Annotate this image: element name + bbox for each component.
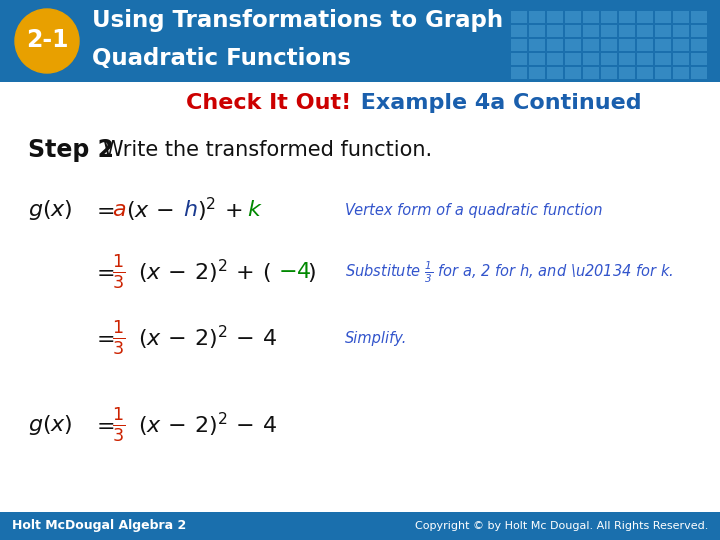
- Bar: [691, 53, 707, 65]
- Text: Vertex form of a quadratic function: Vertex form of a quadratic function: [345, 202, 603, 218]
- Bar: [655, 53, 671, 65]
- Bar: [673, 25, 689, 37]
- Bar: [691, 67, 707, 79]
- Text: $=$: $=$: [92, 328, 114, 348]
- Bar: [511, 53, 527, 65]
- Text: Check It Out!: Check It Out!: [186, 93, 351, 113]
- Bar: [511, 25, 527, 37]
- Bar: [619, 39, 635, 51]
- Bar: [691, 25, 707, 37]
- Bar: [547, 11, 563, 23]
- Bar: [0, 512, 720, 540]
- Bar: [511, 39, 527, 51]
- Text: $(x\,-\,$: $(x\,-\,$: [126, 199, 174, 221]
- Bar: [529, 11, 545, 23]
- Bar: [565, 39, 581, 51]
- Text: $h$: $h$: [183, 200, 197, 220]
- Circle shape: [15, 9, 79, 73]
- Text: Write the transformed function.: Write the transformed function.: [103, 140, 432, 160]
- Bar: [583, 67, 599, 79]
- Bar: [583, 11, 599, 23]
- Text: Step 2: Step 2: [28, 138, 114, 162]
- Bar: [619, 11, 635, 23]
- Bar: [583, 39, 599, 51]
- Text: $=$: $=$: [92, 415, 114, 435]
- Bar: [637, 25, 653, 37]
- Text: $)^2\,+\,$: $)^2\,+\,$: [197, 196, 243, 224]
- Bar: [601, 39, 617, 51]
- Text: $(x\,-\,2)^2\,-\,4$: $(x\,-\,2)^2\,-\,4$: [138, 324, 277, 352]
- Bar: [547, 25, 563, 37]
- Text: $-4$: $-4$: [278, 262, 312, 282]
- Bar: [529, 67, 545, 79]
- Bar: [655, 67, 671, 79]
- Bar: [673, 67, 689, 79]
- Bar: [673, 53, 689, 65]
- Bar: [565, 53, 581, 65]
- Bar: [637, 67, 653, 79]
- Text: Copyright © by Holt Mc Dougal. All Rights Reserved.: Copyright © by Holt Mc Dougal. All Right…: [415, 521, 708, 531]
- Text: $\frac{1}{3}$: $\frac{1}{3}$: [112, 406, 125, 444]
- Bar: [655, 11, 671, 23]
- Text: $g(x)$: $g(x)$: [28, 413, 73, 437]
- Text: 2-1: 2-1: [26, 28, 68, 52]
- Text: $\frac{1}{3}$: $\frac{1}{3}$: [112, 253, 125, 291]
- Bar: [601, 53, 617, 65]
- Bar: [565, 25, 581, 37]
- Text: Example 4a Continued: Example 4a Continued: [353, 93, 642, 113]
- Bar: [565, 67, 581, 79]
- Text: Quadratic Functions: Quadratic Functions: [92, 46, 351, 70]
- Bar: [529, 53, 545, 65]
- Text: $g(x)$: $g(x)$: [28, 198, 73, 222]
- Bar: [547, 39, 563, 51]
- Bar: [655, 39, 671, 51]
- Bar: [601, 11, 617, 23]
- Bar: [673, 39, 689, 51]
- Bar: [691, 11, 707, 23]
- Bar: [547, 53, 563, 65]
- Text: $(x\,-\,2)^2\,+\,($: $(x\,-\,2)^2\,+\,($: [138, 258, 271, 286]
- Bar: [637, 39, 653, 51]
- Text: $=$: $=$: [92, 262, 114, 282]
- Text: $k$: $k$: [247, 200, 263, 220]
- Bar: [583, 53, 599, 65]
- Bar: [601, 25, 617, 37]
- Bar: [655, 25, 671, 37]
- Text: $=$: $=$: [92, 200, 114, 220]
- Text: Using Transformations to Graph: Using Transformations to Graph: [92, 9, 503, 31]
- Bar: [691, 39, 707, 51]
- Bar: [673, 11, 689, 23]
- Bar: [529, 25, 545, 37]
- Bar: [637, 53, 653, 65]
- Bar: [547, 67, 563, 79]
- Bar: [0, 0, 720, 82]
- Bar: [511, 67, 527, 79]
- Text: $a$: $a$: [112, 200, 126, 220]
- Text: Holt McDougal Algebra 2: Holt McDougal Algebra 2: [12, 519, 186, 532]
- Text: $)$: $)$: [307, 260, 316, 284]
- Text: Substitute $\mathregular{\frac{1}{3}}$ for $a$, 2 for $h$, and \u20134 for $k$.: Substitute $\mathregular{\frac{1}{3}}$ f…: [345, 259, 673, 285]
- Text: $\frac{1}{3}$: $\frac{1}{3}$: [112, 319, 125, 357]
- Bar: [619, 67, 635, 79]
- Bar: [619, 53, 635, 65]
- Bar: [529, 39, 545, 51]
- Text: Simplify.: Simplify.: [345, 330, 408, 346]
- Bar: [565, 11, 581, 23]
- Bar: [511, 11, 527, 23]
- Text: $(x\,-\,2)^2\,-\,4$: $(x\,-\,2)^2\,-\,4$: [138, 411, 277, 439]
- Bar: [583, 25, 599, 37]
- Bar: [619, 25, 635, 37]
- Bar: [601, 67, 617, 79]
- Bar: [637, 11, 653, 23]
